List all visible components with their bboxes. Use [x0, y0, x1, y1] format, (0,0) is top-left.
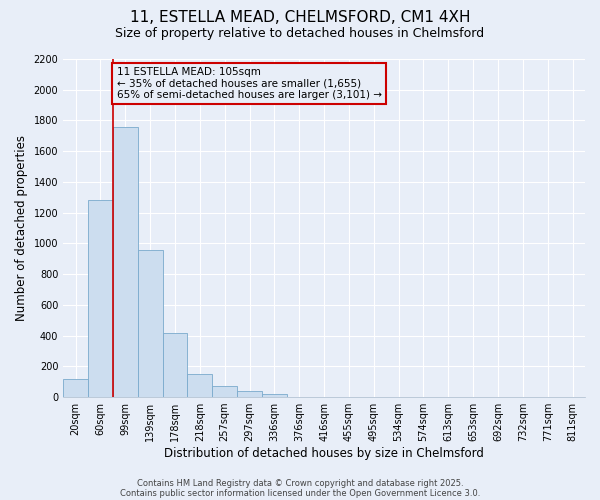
Text: 11 ESTELLA MEAD: 105sqm
← 35% of detached houses are smaller (1,655)
65% of semi: 11 ESTELLA MEAD: 105sqm ← 35% of detache…: [116, 66, 382, 100]
Text: Size of property relative to detached houses in Chelmsford: Size of property relative to detached ho…: [115, 28, 485, 40]
Bar: [88, 200, 113, 397]
Text: 11, ESTELLA MEAD, CHELMSFORD, CM1 4XH: 11, ESTELLA MEAD, CHELMSFORD, CM1 4XH: [130, 10, 470, 25]
Bar: [212, 386, 237, 397]
Bar: [187, 374, 212, 397]
Text: Contains HM Land Registry data © Crown copyright and database right 2025.: Contains HM Land Registry data © Crown c…: [137, 478, 463, 488]
Bar: [113, 126, 138, 397]
Bar: [63, 378, 88, 397]
X-axis label: Distribution of detached houses by size in Chelmsford: Distribution of detached houses by size …: [164, 447, 484, 460]
Bar: [163, 332, 187, 397]
Y-axis label: Number of detached properties: Number of detached properties: [15, 135, 28, 321]
Bar: [237, 391, 262, 397]
Text: Contains public sector information licensed under the Open Government Licence 3.: Contains public sector information licen…: [120, 488, 480, 498]
Bar: [262, 394, 287, 397]
Bar: [138, 250, 163, 397]
